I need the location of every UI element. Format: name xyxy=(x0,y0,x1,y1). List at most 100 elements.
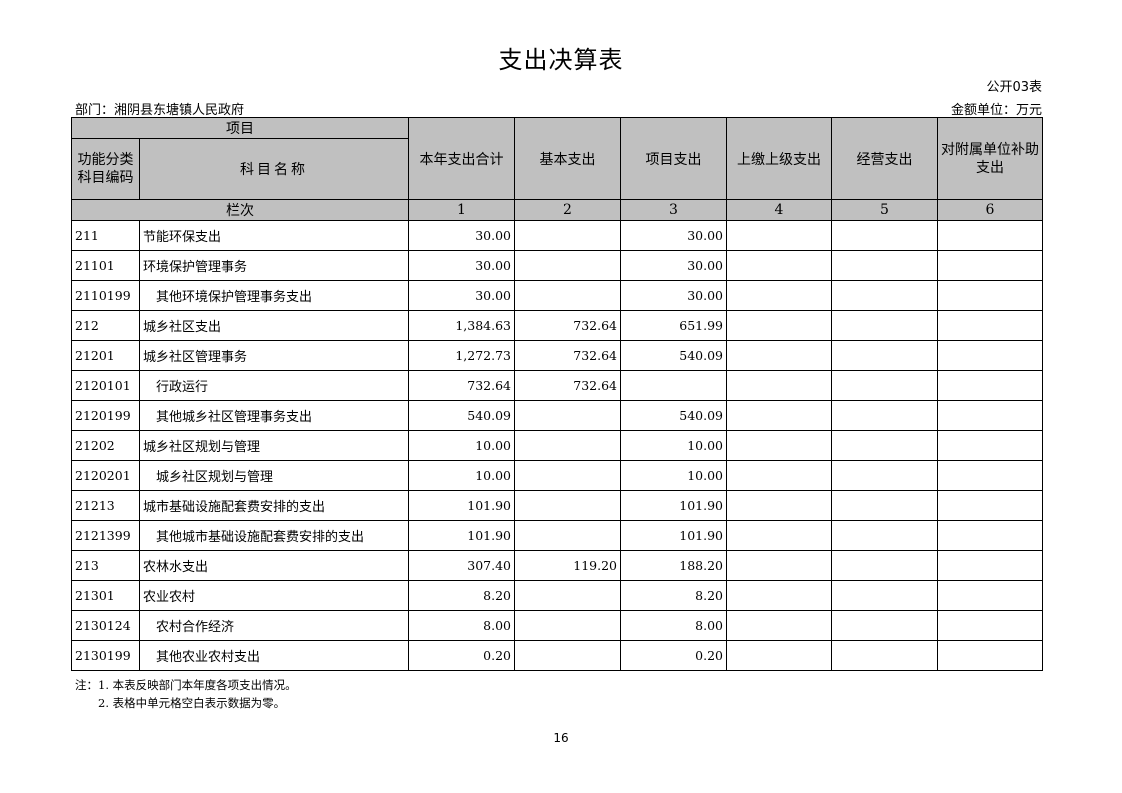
row-value-col-1: 101.90 xyxy=(408,490,515,521)
col-number: 1 xyxy=(408,199,515,221)
row-code: 2110199 xyxy=(71,280,140,311)
row-name: 节能环保支出 xyxy=(139,220,409,251)
note-1: 注：1. 本表反映部门本年度各项支出情况。 xyxy=(75,678,297,692)
row-name: 其他城乡社区管理事务支出 xyxy=(139,400,409,431)
row-name: 城乡社区支出 xyxy=(139,310,409,341)
row-name: 其他城市基础设施配套费安排的支出 xyxy=(139,520,409,551)
header-col-3: 项目支出 xyxy=(620,117,727,200)
row-value-col-5 xyxy=(831,460,938,491)
row-value-col-2 xyxy=(514,220,621,251)
row-value-col-6 xyxy=(937,370,1043,401)
row-code: 212 xyxy=(71,310,140,341)
row-value-col-2 xyxy=(514,640,621,671)
row-code: 2120199 xyxy=(71,400,140,431)
col-number: 6 xyxy=(937,199,1043,221)
notes: 注：1. 本表反映部门本年度各项支出情况。 2. 表格中单元格空白表示数据为零。 xyxy=(75,676,297,712)
row-value-col-6 xyxy=(937,430,1043,461)
table-row: 2121399 其他城市基础设施配套费安排的支出 101.90 101.90 xyxy=(71,520,1043,551)
row-value-col-6 xyxy=(937,310,1043,341)
row-value-col-4 xyxy=(726,430,832,461)
row-value-col-2 xyxy=(514,430,621,461)
table-row: 212 城乡社区支出 1,384.63 732.64 651.99 xyxy=(71,310,1043,341)
row-name: 环境保护管理事务 xyxy=(139,250,409,281)
row-value-col-6 xyxy=(937,520,1043,551)
row-value-col-5 xyxy=(831,520,938,551)
header-col-5: 经营支出 xyxy=(831,117,938,200)
row-value-col-4 xyxy=(726,460,832,491)
row-value-col-3: 30.00 xyxy=(620,280,727,311)
row-code: 213 xyxy=(71,550,140,581)
row-value-col-5 xyxy=(831,280,938,311)
row-name: 城乡社区规划与管理 xyxy=(139,460,409,491)
row-name: 城市基础设施配套费安排的支出 xyxy=(139,490,409,521)
row-value-col-5 xyxy=(831,340,938,371)
row-code: 21101 xyxy=(71,250,140,281)
row-name: 城乡社区管理事务 xyxy=(139,340,409,371)
col-number: 2 xyxy=(514,199,621,221)
table-row: 21301 农业农村 8.20 8.20 xyxy=(71,580,1043,611)
row-value-col-1: 30.00 xyxy=(408,250,515,281)
row-value-col-2 xyxy=(514,460,621,491)
row-value-col-5 xyxy=(831,310,938,341)
note-2: 2. 表格中单元格空白表示数据为零。 xyxy=(98,696,286,710)
row-name: 农业农村 xyxy=(139,580,409,611)
row-value-col-5 xyxy=(831,370,938,401)
row-value-col-3: 540.09 xyxy=(620,400,727,431)
table-row: 2120199 其他城乡社区管理事务支出 540.09 540.09 xyxy=(71,400,1043,431)
row-value-col-5 xyxy=(831,550,938,581)
header-name: 科目名称 xyxy=(139,138,409,200)
table-row: 21201 城乡社区管理事务 1,272.73 732.64 540.09 xyxy=(71,340,1043,371)
row-value-col-5 xyxy=(831,430,938,461)
department-label: 部门：湘阴县东塘镇人民政府 xyxy=(75,103,245,118)
row-code: 21213 xyxy=(71,490,140,521)
row-value-col-5 xyxy=(831,580,938,611)
table-row: 2130199 其他农业农村支出 0.20 0.20 xyxy=(71,640,1043,671)
row-name: 农林水支出 xyxy=(139,550,409,581)
row-value-col-2: 732.64 xyxy=(514,310,621,341)
header-col-6: 对附属单位补助支出 xyxy=(937,117,1043,200)
row-value-col-1: 10.00 xyxy=(408,430,515,461)
row-value-col-3: 10.00 xyxy=(620,460,727,491)
table-row: 2130124 农村合作经济 8.00 8.00 xyxy=(71,610,1043,641)
table-row: 2120101 行政运行 732.64 732.64 xyxy=(71,370,1043,401)
table-number: 公开03表 xyxy=(986,80,1042,95)
row-value-col-5 xyxy=(831,490,938,521)
row-value-col-2 xyxy=(514,520,621,551)
col-number: 4 xyxy=(726,199,832,221)
expenditure-table: 项目 本年支出合计 基本支出 项目支出 上缴上级支出 经营支出 对附属单位补助支… xyxy=(71,117,1043,671)
row-code: 21301 xyxy=(71,580,140,611)
row-value-col-2 xyxy=(514,400,621,431)
row-value-col-5 xyxy=(831,610,938,641)
row-value-col-1: 10.00 xyxy=(408,460,515,491)
row-name: 其他农业农村支出 xyxy=(139,640,409,671)
row-code: 2120201 xyxy=(71,460,140,491)
row-value-col-1: 307.40 xyxy=(408,550,515,581)
row-value-col-4 xyxy=(726,400,832,431)
row-value-col-6 xyxy=(937,280,1043,311)
table-row: 211 节能环保支出 30.00 30.00 xyxy=(71,220,1043,251)
row-value-col-6 xyxy=(937,490,1043,521)
row-value-col-5 xyxy=(831,250,938,281)
row-name: 行政运行 xyxy=(139,370,409,401)
row-value-col-6 xyxy=(937,640,1043,671)
row-value-col-6 xyxy=(937,250,1043,281)
row-value-col-1: 540.09 xyxy=(408,400,515,431)
table-row: 21202 城乡社区规划与管理 10.00 10.00 xyxy=(71,430,1043,461)
page-title: 支出决算表 xyxy=(498,46,624,74)
row-value-col-5 xyxy=(831,400,938,431)
row-value-col-2 xyxy=(514,250,621,281)
row-code: 21201 xyxy=(71,340,140,371)
row-value-col-1: 8.20 xyxy=(408,580,515,611)
row-value-col-4 xyxy=(726,250,832,281)
row-value-col-3: 651.99 xyxy=(620,310,727,341)
row-value-col-6 xyxy=(937,550,1043,581)
row-value-col-4 xyxy=(726,520,832,551)
row-code: 2121399 xyxy=(71,520,140,551)
row-value-col-4 xyxy=(726,220,832,251)
row-value-col-3: 10.00 xyxy=(620,430,727,461)
header-col-1: 本年支出合计 xyxy=(408,117,515,200)
row-value-col-3: 8.20 xyxy=(620,580,727,611)
row-value-col-1: 0.20 xyxy=(408,640,515,671)
row-code: 2120101 xyxy=(71,370,140,401)
row-value-col-3: 188.20 xyxy=(620,550,727,581)
